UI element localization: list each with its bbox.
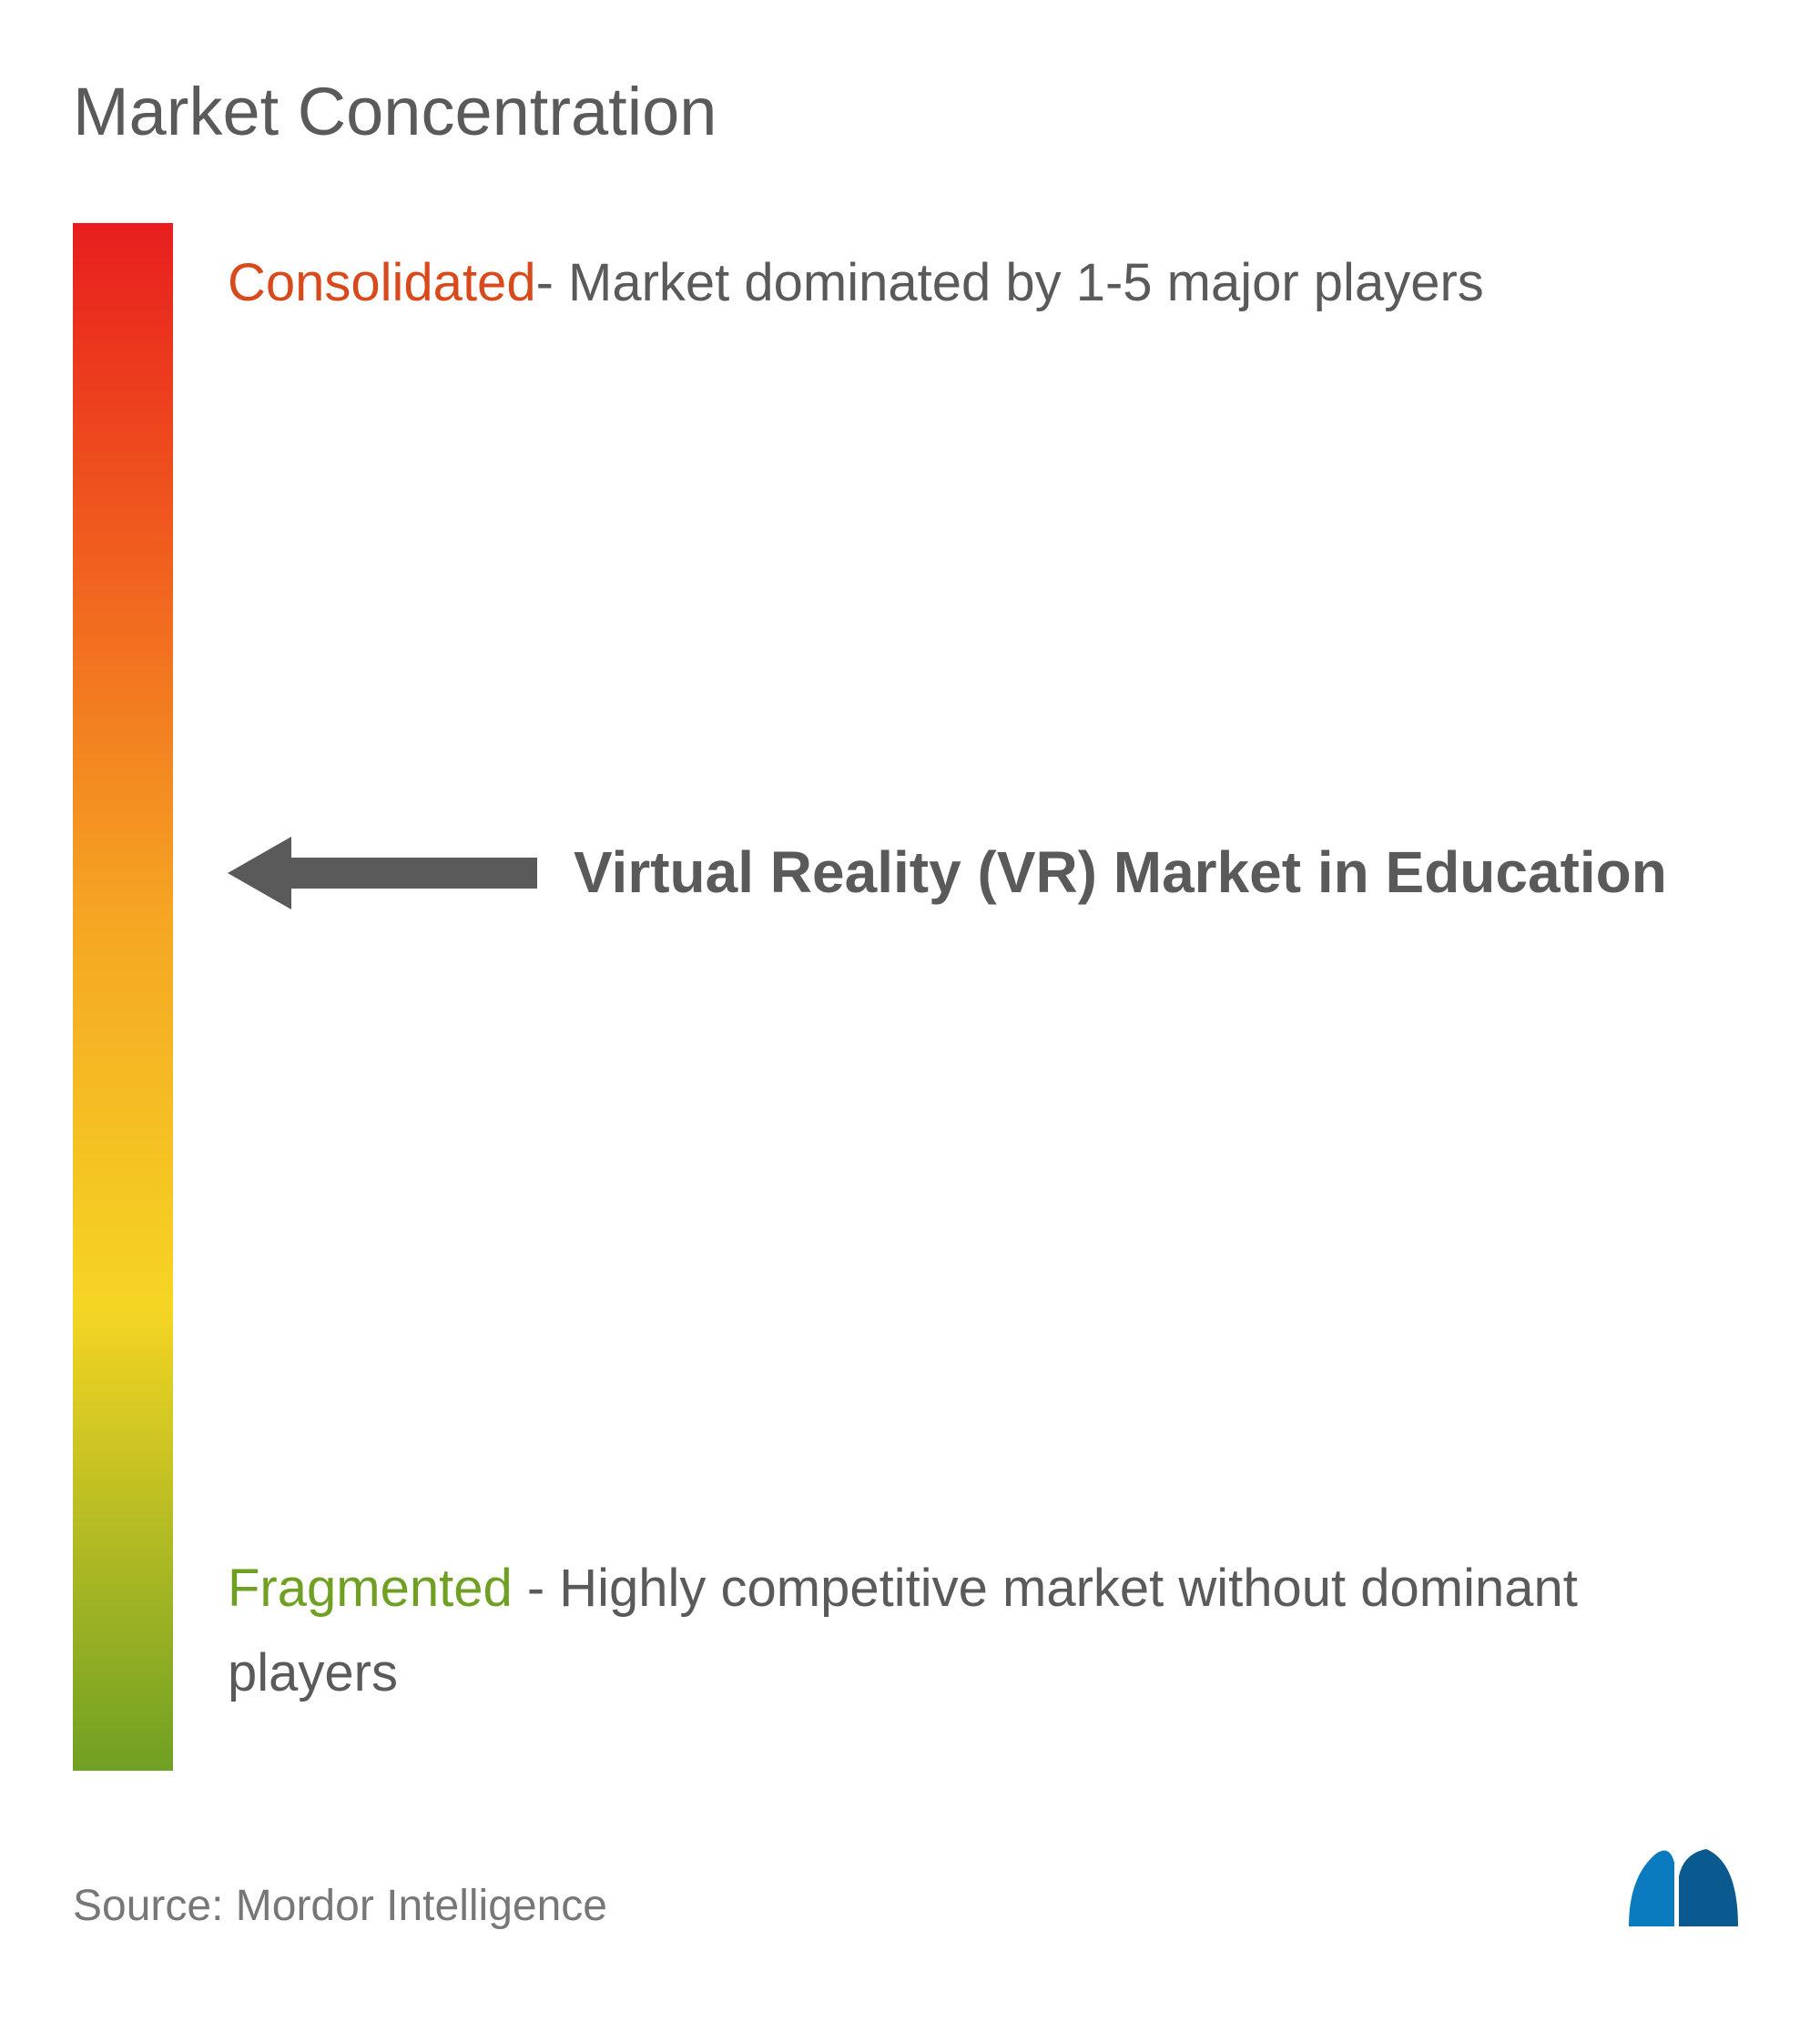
fragmented-keyword: Fragmented <box>228 1559 513 1618</box>
fragmented-label: Fragmented - Highly competitive market w… <box>228 1547 1747 1716</box>
consolidated-label: Consolidated- Market dominated by 1-5 ma… <box>228 241 1747 326</box>
content-area: Consolidated- Market dominated by 1-5 ma… <box>55 223 1765 1771</box>
consolidated-text: Consolidated- Market dominated by 1-5 ma… <box>228 241 1747 326</box>
footer: Source: Mordor Intelligence <box>73 1840 1747 1931</box>
page-title: Market Concentration <box>73 73 1765 150</box>
consolidated-desc: - Market dominated by 1-5 major players <box>536 253 1484 312</box>
market-indicator: Virtual Reality (VR) Market in Education <box>228 832 1747 914</box>
consolidated-keyword: Consolidated <box>228 253 536 312</box>
mordor-logo-icon <box>1620 1840 1747 1931</box>
source-text: Source: Mordor Intelligence <box>73 1881 607 1931</box>
arrow-left-icon <box>228 832 537 914</box>
market-name: Virtual Reality (VR) Market in Education <box>574 832 1667 914</box>
labels-area: Consolidated- Market dominated by 1-5 ma… <box>173 223 1765 1771</box>
fragmented-text: Fragmented - Highly competitive market w… <box>228 1547 1747 1716</box>
infographic-container: Market Concentration Consolidated- Marke… <box>0 0 1820 2022</box>
concentration-gradient-bar <box>73 223 173 1771</box>
